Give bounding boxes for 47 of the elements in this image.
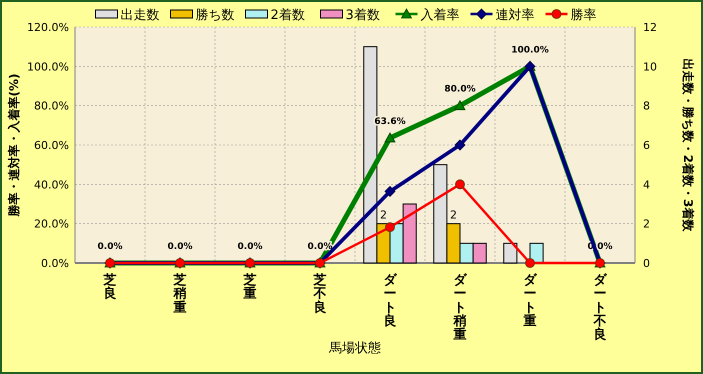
y-tick-label: 20.0%	[34, 218, 69, 231]
y-tick-label: 120.0%	[27, 21, 69, 34]
y2-tick-label: 0	[643, 257, 650, 270]
y-tick-label: 40.0%	[34, 178, 69, 192]
legend-label: 2着数	[270, 7, 305, 23]
legend-label: 勝率	[570, 7, 596, 23]
legend-label: 連対率	[496, 7, 534, 23]
x-axis-title: 馬場状態	[328, 341, 381, 356]
x-tick-label: 芝良	[102, 273, 116, 302]
x-tick-label: ダート稍重	[452, 273, 468, 343]
y2-tick-label: 4	[643, 178, 650, 192]
y2-tick-label: 6	[643, 139, 650, 152]
data-label: 80.0%	[444, 84, 476, 95]
y2-tick-label: 8	[643, 100, 650, 113]
point	[455, 179, 465, 190]
bar	[503, 242, 518, 264]
point	[384, 186, 396, 197]
y-tick-label: 0.0%	[41, 257, 69, 270]
x-tick-label: ダート不良	[592, 273, 608, 343]
legend-label: 3着数	[346, 7, 380, 23]
y-tick-label: 60.0%	[34, 139, 69, 152]
x-tick-label: 芝不良	[312, 273, 326, 316]
x-tick-label: 芝稍重	[172, 273, 186, 316]
y2-tick-label: 10	[643, 60, 657, 74]
y-tick-label: 80.0%	[34, 100, 69, 113]
x-tick-label: ダート重	[522, 273, 538, 329]
y2-tick-label: 12	[643, 21, 657, 34]
x-tick-label: 芝重	[242, 273, 256, 302]
data-label: 0.0%	[98, 242, 122, 252]
x-tick-label: ダート良	[384, 273, 398, 329]
legend-label: 入着率	[420, 7, 460, 23]
y-tick-label: 100.0%	[27, 60, 69, 74]
data-label: 0.0%	[168, 242, 192, 252]
data-label: 2	[450, 208, 457, 222]
point	[454, 140, 466, 150]
point	[384, 132, 396, 142]
legend-label: 勝ち数	[196, 8, 234, 23]
y2-axis-title: 出走数・勝ち数・2着数・3着数	[681, 58, 695, 232]
data-label: 100.0%	[511, 45, 549, 56]
data-label: 2	[380, 208, 387, 222]
legend-label: 出走数	[120, 8, 160, 23]
point	[385, 222, 395, 232]
y-axis-title: 勝率・連対率・入着率(%)	[7, 74, 21, 218]
point	[525, 258, 535, 268]
data-label: 0.0%	[238, 242, 262, 252]
y2-tick-label: 2	[643, 218, 650, 231]
point	[454, 100, 466, 110]
